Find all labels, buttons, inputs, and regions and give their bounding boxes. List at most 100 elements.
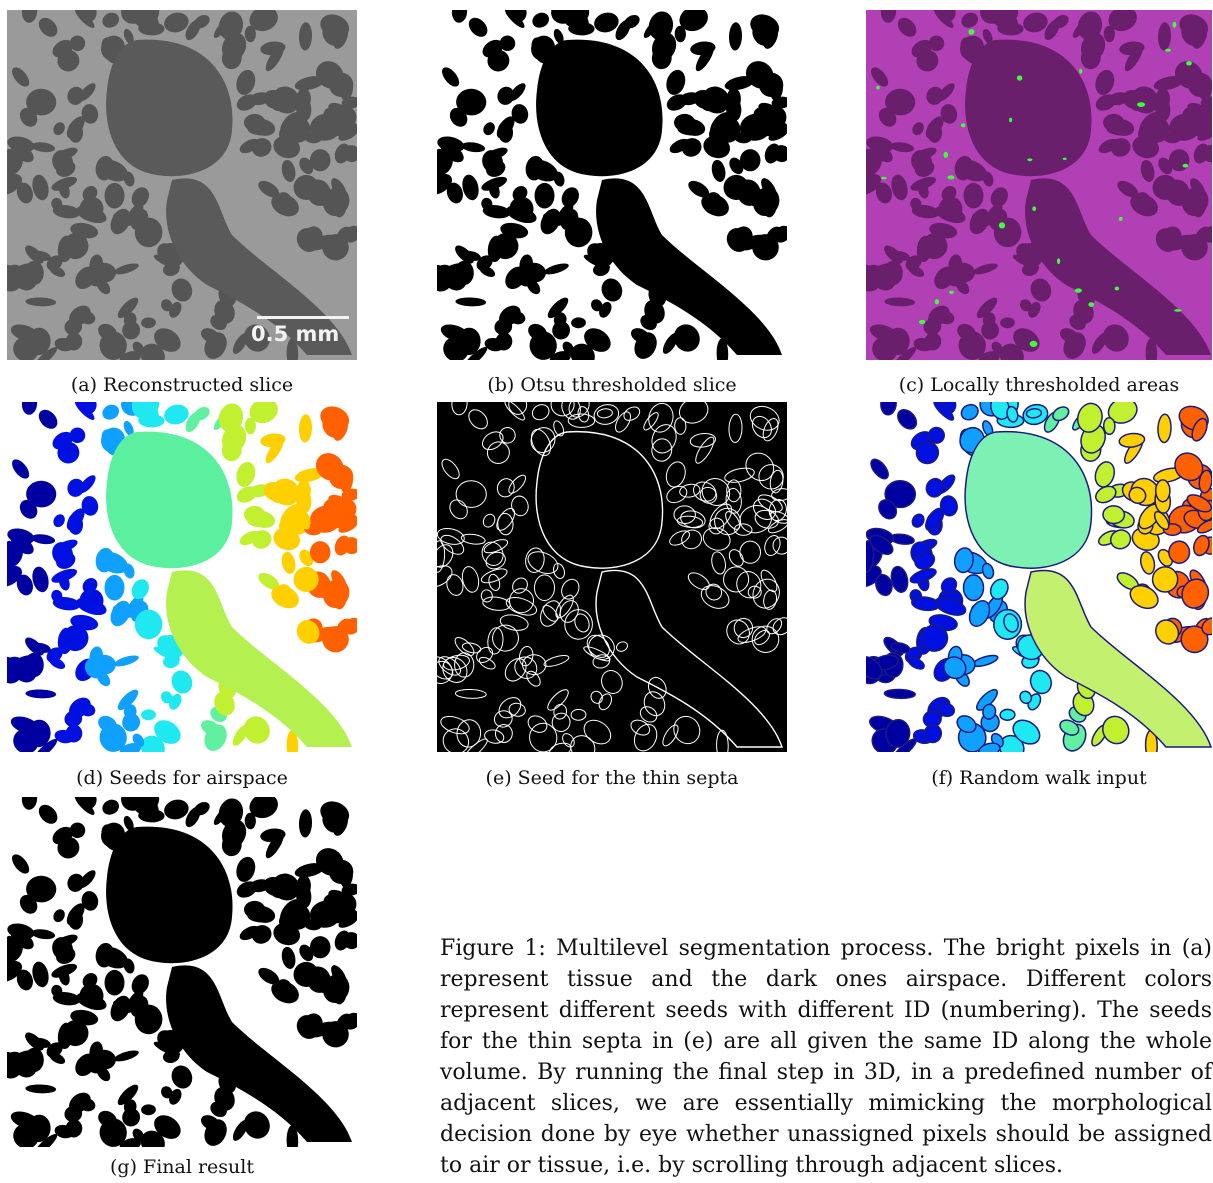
alveolus-blob: [630, 328, 650, 344]
large-airspace-bottom: [166, 965, 352, 1142]
alveolus-blob: [454, 652, 475, 678]
alveolus-blob: [601, 670, 623, 694]
alveolus-blob: [866, 564, 882, 588]
alveolus-blob: [193, 14, 210, 29]
alveolus-blob: [81, 496, 99, 516]
alveolus-blob: [62, 1020, 89, 1047]
alveolus-blob: [593, 404, 620, 425]
alveolus-blob: [236, 881, 257, 898]
alveolus-blob: [25, 297, 57, 307]
alveolus-blob: [499, 35, 516, 52]
alveolus-blob: [66, 903, 85, 926]
alveolus-blob: [928, 426, 945, 444]
alveolus-blob: [924, 332, 942, 351]
alveolus-blob: [49, 1052, 66, 1064]
alveolus-blob: [167, 408, 183, 418]
alveolus-blob: [1110, 138, 1131, 157]
local-threshold-spot: [1165, 48, 1171, 52]
alveolus-blob: [878, 107, 897, 127]
alveolus-blob: [651, 438, 673, 462]
alveolus-blob: [193, 801, 210, 816]
alveolus-blob: [244, 113, 266, 132]
alveolus-blob: [909, 568, 937, 584]
alveolus-blob: [711, 551, 726, 575]
alveolus-blob: [751, 625, 780, 653]
alveolus-blob: [511, 104, 529, 124]
alveolus-blob: [437, 173, 453, 195]
alveolus-blob: [7, 148, 15, 181]
alveolus-blob: [21, 10, 38, 23]
alveolus-blob: [117, 297, 139, 319]
alveolus-blob: [19, 107, 38, 127]
alveolus-blob: [56, 160, 76, 177]
large-airspace-top: [106, 826, 233, 964]
alveolus-blob: [32, 250, 51, 261]
alveolus-blob: [437, 544, 454, 568]
caption-c: (c) Locally thresholded areas: [898, 374, 1180, 396]
alveolus-blob: [33, 1133, 58, 1147]
alveolus-blob: [7, 565, 23, 587]
alveolus-blob: [323, 579, 350, 609]
alveolus-blob: [702, 527, 731, 551]
alveolus-blob: [440, 534, 465, 555]
alveolus-blob: [564, 609, 593, 640]
alveolus-blob: [982, 703, 997, 720]
alveolus-blob: [244, 505, 266, 524]
alveolus-blob: [962, 574, 985, 602]
alveolus-blob: [338, 127, 357, 141]
panel-d-image: [7, 402, 357, 752]
alveolus-blob: [437, 656, 454, 680]
alveolus-blob: [911, 513, 925, 528]
alveolus-blob: [891, 174, 908, 201]
alveolus-blob: [574, 221, 590, 240]
alveolus-blob: [751, 415, 772, 439]
alveolus-blob: [442, 67, 460, 87]
alveolus-blob: [25, 1084, 57, 1094]
alveolus-blob: [884, 297, 916, 307]
alveolus-blob: [754, 629, 770, 646]
alveolus-blob: [32, 961, 49, 988]
alveolus-blob: [496, 507, 516, 531]
alveolus-blob: [258, 572, 280, 590]
alveolus-blob: [1117, 180, 1139, 198]
alveolus-blob: [911, 596, 940, 612]
local-threshold-spot: [881, 176, 887, 180]
local-threshold-image: [866, 10, 1212, 360]
alveolus-blob: [295, 511, 310, 530]
alveolus-blob: [866, 539, 875, 574]
alveolus-blob: [84, 264, 107, 287]
alveolus-blob: [1174, 61, 1203, 89]
alveolus-blob: [95, 155, 115, 181]
alveolus-blob: [293, 566, 319, 592]
alveolus-blob: [540, 600, 561, 627]
large-airspace-top: [106, 39, 233, 177]
alveolus-blob: [1181, 578, 1210, 609]
alveolus-blob: [699, 486, 718, 504]
alveolus-blob: [701, 478, 731, 506]
alveolus-blob: [154, 1115, 181, 1139]
alveolus-blob: [960, 403, 979, 421]
alveolus-blob: [497, 86, 515, 105]
alveolus-blob: [52, 205, 81, 219]
alveolus-blob: [553, 420, 565, 437]
alveolus-blob: [723, 174, 749, 200]
caption-b: (b) Otsu thresholded slice: [487, 374, 737, 396]
alveolus-blob: [65, 332, 83, 351]
panel-f-image: [866, 402, 1212, 752]
alveolus-blob: [114, 1050, 139, 1062]
alveolus-blob: [95, 547, 115, 573]
alveolus-blob: [148, 406, 159, 423]
alveolus-blob: [647, 676, 667, 699]
alveolus-blob: [752, 234, 779, 261]
alveolus-blob: [7, 1051, 23, 1074]
alveolus-blob: [764, 535, 781, 556]
alveolus-blob: [340, 470, 353, 493]
alveolus-blob: [1174, 452, 1204, 482]
alveolus-blob: [236, 461, 256, 487]
alveolus-blob: [875, 573, 893, 597]
alveolus-blob: [117, 689, 139, 711]
alveolus-blob: [866, 656, 883, 680]
alveolus-blob: [26, 719, 51, 748]
alveolus-blob: [1202, 225, 1212, 243]
alveolus-blob: [1191, 417, 1208, 442]
